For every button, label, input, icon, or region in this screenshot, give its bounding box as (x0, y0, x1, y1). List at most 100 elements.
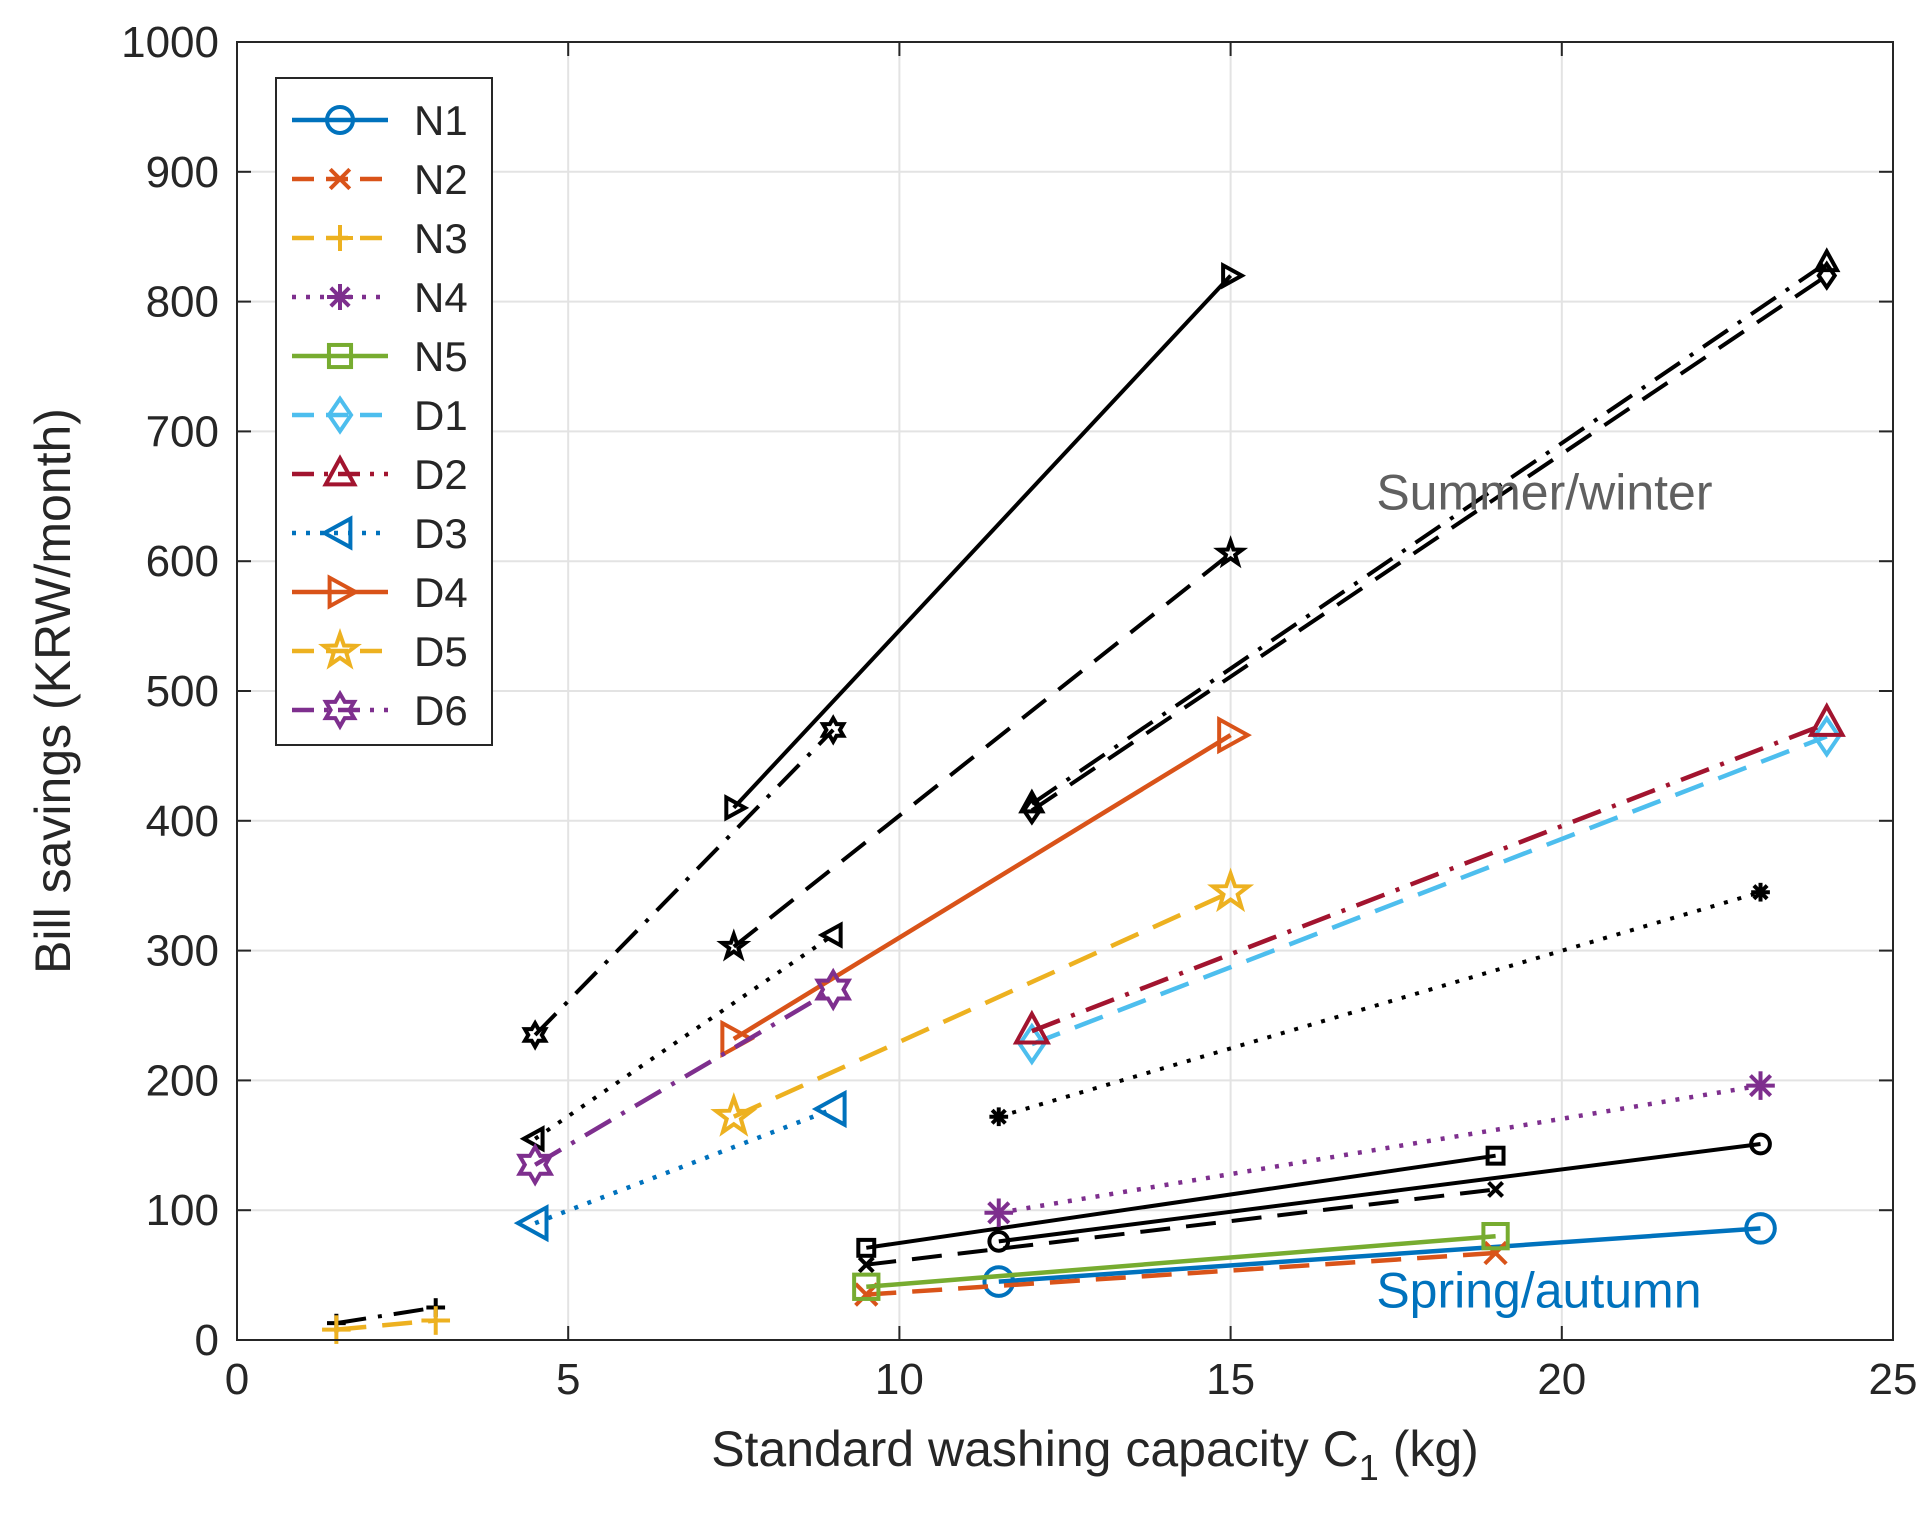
x-tick-label: 10 (875, 1355, 924, 1404)
annotations: Summer/winter Spring/autumn (1376, 464, 1712, 1318)
axes: 0 5 10 15 20 25 0 100 200 300 400 500 600 700 800 900 10… (25, 18, 1917, 1488)
series-d1 (1017, 714, 1842, 1066)
y-tick-label: 100 (146, 1186, 219, 1235)
triangle-up-marker (322, 454, 358, 487)
diamond-marker (1812, 714, 1842, 758)
legend-label: N3 (414, 215, 468, 262)
y-tick-label: 800 (146, 278, 219, 327)
series-d6 (516, 967, 853, 1187)
summer-winter-series-1 (857, 1180, 1504, 1274)
legend-label: N2 (414, 156, 468, 203)
series-line (732, 551, 1232, 949)
legend-entry-n4: N4 (292, 274, 468, 321)
circle-marker (1749, 1132, 1772, 1156)
series-line (998, 1083, 1761, 1216)
summer-winter-series-4 (856, 1145, 1506, 1258)
square-marker (852, 1272, 881, 1301)
legend-entry-d6: D6 (292, 687, 468, 734)
series-line (998, 1226, 1761, 1284)
y-tick-label: 400 (146, 797, 219, 846)
square-marker (1485, 1145, 1506, 1166)
legend-label: D1 (414, 392, 468, 439)
legend-label: D5 (414, 628, 468, 675)
summer-winter-label: Summer/winter (1376, 464, 1712, 520)
circle-marker (325, 105, 355, 135)
asterisk-marker (1751, 882, 1770, 902)
plot-series (322, 247, 1846, 1344)
x-tick-label: 20 (1537, 1355, 1586, 1404)
hexagram-marker (521, 1019, 549, 1051)
x-marker (1487, 1180, 1504, 1198)
legend-label: N4 (414, 274, 468, 321)
triangle-right-marker (724, 794, 750, 822)
series-line (336, 1318, 436, 1332)
asterisk-marker (984, 1198, 1014, 1228)
grid-lines (237, 42, 1893, 1340)
triangle-up-marker (1012, 1009, 1051, 1045)
summer-winter-series-9 (716, 535, 1249, 962)
pentagram-marker (1207, 867, 1255, 913)
legend-entry-d2: D2 (292, 451, 468, 498)
hexagram-marker (814, 967, 853, 1012)
y-tick-label: 1000 (121, 18, 219, 67)
legend-label: N5 (414, 333, 468, 380)
hexagram-marker (516, 1142, 555, 1187)
pentagram-marker (710, 1092, 758, 1137)
x-tick-label: 0 (225, 1355, 249, 1404)
triangle-right-marker (1221, 261, 1246, 290)
asterisk-marker (327, 284, 353, 310)
series-line (998, 1142, 1761, 1244)
triangle-up-marker (1813, 247, 1841, 273)
legend-entry-d3: D3 (292, 510, 468, 557)
legend-label: D3 (414, 510, 468, 557)
pentagram-marker (716, 928, 752, 962)
series-line (336, 1305, 437, 1326)
series-d2 (1012, 702, 1846, 1045)
y-tick-label: 500 (146, 667, 219, 716)
summer-winter-series-0 (987, 1132, 1772, 1253)
series-line (534, 1106, 835, 1226)
x-tick-label: 25 (1869, 1355, 1918, 1404)
legend-entry-d4: D4 (292, 569, 468, 616)
hexagram-marker (322, 689, 358, 731)
x-axis-label: Standard washing capacity C1 (kg) (711, 1421, 1479, 1488)
diamond-marker (326, 395, 354, 435)
x-tick-label: 5 (556, 1355, 580, 1404)
legend-entry-d5: D5 (292, 628, 468, 675)
diamond-marker (1021, 795, 1043, 826)
diamond-marker (1017, 1022, 1047, 1066)
series-n3 (322, 1306, 451, 1344)
series-n5 (852, 1222, 1510, 1301)
series-d5 (710, 867, 1255, 1137)
series-line (732, 733, 1232, 1041)
series-line (866, 1233, 1496, 1290)
triangle-left-marker (817, 921, 843, 949)
triangle-right-marker (327, 574, 360, 610)
summer-winter-series-10 (521, 714, 847, 1051)
circle-marker (1744, 1212, 1777, 1245)
summer-winter-series-7 (519, 921, 843, 1153)
y-tick-label: 900 (146, 148, 219, 197)
series-n1 (982, 1212, 1777, 1298)
y-tick-label: 300 (146, 927, 219, 976)
series-line (1031, 721, 1828, 1034)
y-tick-label: 200 (146, 1056, 219, 1105)
legend-entry-d1: D1 (292, 392, 468, 439)
legend: N1 N2 N3 N4 N5 D1 D2 D3 D4 D5 D6 (275, 77, 493, 746)
x-marker (1483, 1240, 1508, 1266)
summer-winter-series-3 (989, 882, 1770, 1127)
triangle-right-marker (1217, 716, 1252, 755)
legend-label: D4 (414, 569, 468, 616)
series-line (1031, 734, 1828, 1047)
series-d3 (513, 1089, 847, 1243)
legend-label: N1 (414, 97, 468, 144)
circle-marker (987, 1229, 1011, 1253)
series-line (1030, 273, 1828, 813)
x-tick-label: 15 (1206, 1355, 1255, 1404)
triangle-left-marker (811, 1089, 847, 1129)
pentagram-marker (1213, 535, 1249, 569)
legend-entry-n3: N3 (292, 215, 468, 262)
triangle-up-marker (1807, 702, 1846, 737)
